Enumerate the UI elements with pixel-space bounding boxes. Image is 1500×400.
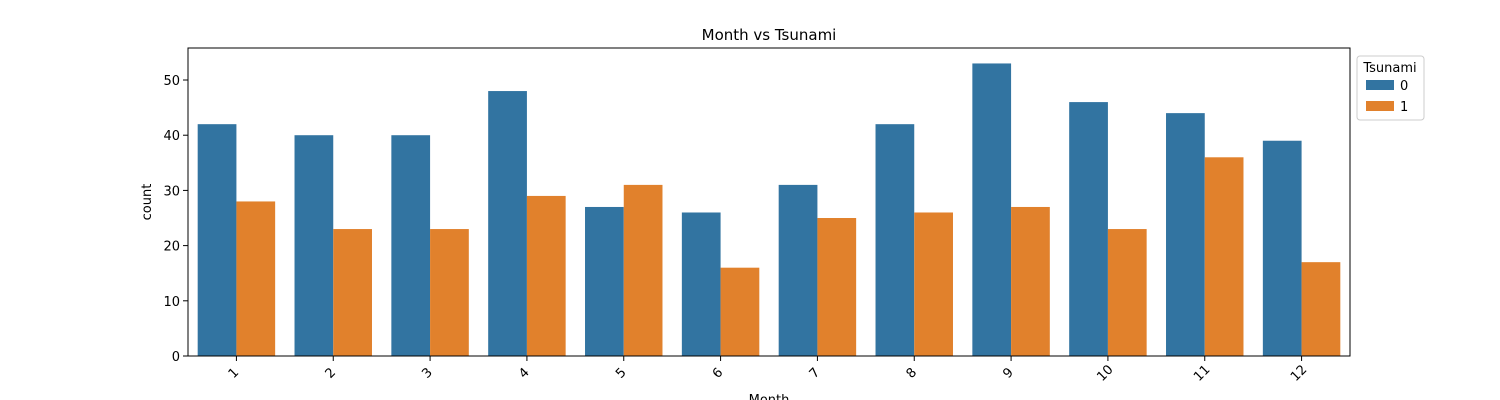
bar <box>1069 102 1108 356</box>
x-tick-label: 7 <box>807 365 823 381</box>
bar <box>1204 157 1244 356</box>
bar <box>430 229 469 356</box>
bar <box>1166 113 1205 356</box>
legend-label: 1 <box>1400 100 1408 115</box>
bar <box>197 124 237 356</box>
y-tick-label: 40 <box>163 129 180 144</box>
x-tick-label: 11 <box>1191 362 1213 384</box>
bar <box>623 184 663 356</box>
y-axis-label: count <box>140 184 155 221</box>
bar <box>333 229 372 356</box>
x-tick-label: 3 <box>419 365 435 381</box>
x-tick-label: 9 <box>1000 365 1016 381</box>
x-tick-label: 10 <box>1094 362 1116 384</box>
x-tick-label: 5 <box>613 365 629 381</box>
bar <box>1107 229 1147 356</box>
bar <box>391 135 431 356</box>
bar <box>294 135 334 356</box>
legend-swatch <box>1366 80 1394 90</box>
bar <box>236 201 276 356</box>
x-tick-label: 4 <box>516 365 532 381</box>
x-tick-label: 12 <box>1288 362 1310 384</box>
plot-frame <box>187 47 1351 357</box>
y-tick-label: 10 <box>163 295 180 310</box>
legend-swatch <box>1366 101 1394 111</box>
bar <box>817 218 857 356</box>
x-axis-label: Month <box>749 393 790 400</box>
bar <box>681 212 721 356</box>
bar <box>875 124 915 356</box>
bar <box>1301 262 1341 356</box>
bar <box>720 267 760 356</box>
bar <box>488 91 527 356</box>
bar <box>1262 140 1302 356</box>
x-tick-label: 2 <box>323 365 339 381</box>
bar <box>1011 206 1050 356</box>
y-tick-label: 20 <box>163 240 180 255</box>
chart-title: Month vs Tsunami <box>702 26 837 44</box>
x-tick-label: 8 <box>904 365 920 381</box>
y-tick-label: 50 <box>163 74 180 89</box>
bar <box>585 206 624 356</box>
bar <box>972 63 1012 356</box>
x-tick-label: 1 <box>226 365 242 381</box>
legend-title: Tsunami <box>1362 61 1416 76</box>
legend-label: 0 <box>1400 79 1408 94</box>
bar <box>778 184 818 356</box>
y-tick-label: 0 <box>172 350 180 365</box>
y-tick-label: 30 <box>163 184 180 199</box>
bar <box>526 195 566 356</box>
x-tick-label: 6 <box>710 365 726 381</box>
bar <box>914 212 953 356</box>
